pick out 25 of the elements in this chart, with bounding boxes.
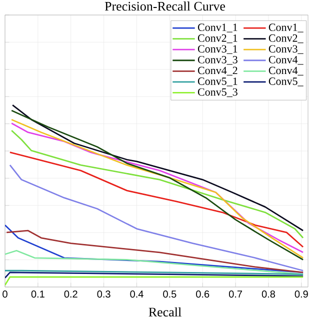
- x-axis-title: Recall: [148, 307, 182, 316]
- x-tick-label: 0.3: [97, 290, 110, 298]
- legend-label: Conv5_1: [198, 78, 238, 86]
- legend-label: Conv4_2: [198, 66, 238, 76]
- legend-label: Conv5_3: [198, 88, 238, 98]
- x-tick-label: 0.1: [31, 290, 44, 298]
- x-tick-label: 0.8: [262, 290, 275, 298]
- legend-label: Conv3_: [268, 45, 304, 54]
- legend-label: Conv2_: [268, 34, 304, 44]
- x-tick-label: 0.9: [294, 290, 308, 298]
- x-tick-label: 0.6: [196, 290, 210, 298]
- legend-label: Conv3_3: [198, 56, 238, 65]
- x-tick-label: 0: [2, 290, 8, 298]
- x-tick-label: 0.2: [64, 290, 78, 298]
- legend-label: Conv3_1: [198, 45, 238, 54]
- legend-label: Conv5_: [268, 78, 304, 86]
- legend-label: Conv4_: [268, 56, 304, 65]
- legend-label: Conv2_1: [198, 34, 238, 44]
- chart-title: Precision-Recall Curve: [104, 2, 226, 11]
- legend-label: Conv1_1: [198, 24, 238, 32]
- x-tick-label: 0.5: [163, 290, 176, 298]
- legend-label: Conv1_: [268, 24, 304, 32]
- x-tick-label: 0.4: [130, 290, 144, 298]
- x-tick-label: 0.7: [228, 290, 242, 298]
- legend-label: Conv4_: [268, 66, 304, 76]
